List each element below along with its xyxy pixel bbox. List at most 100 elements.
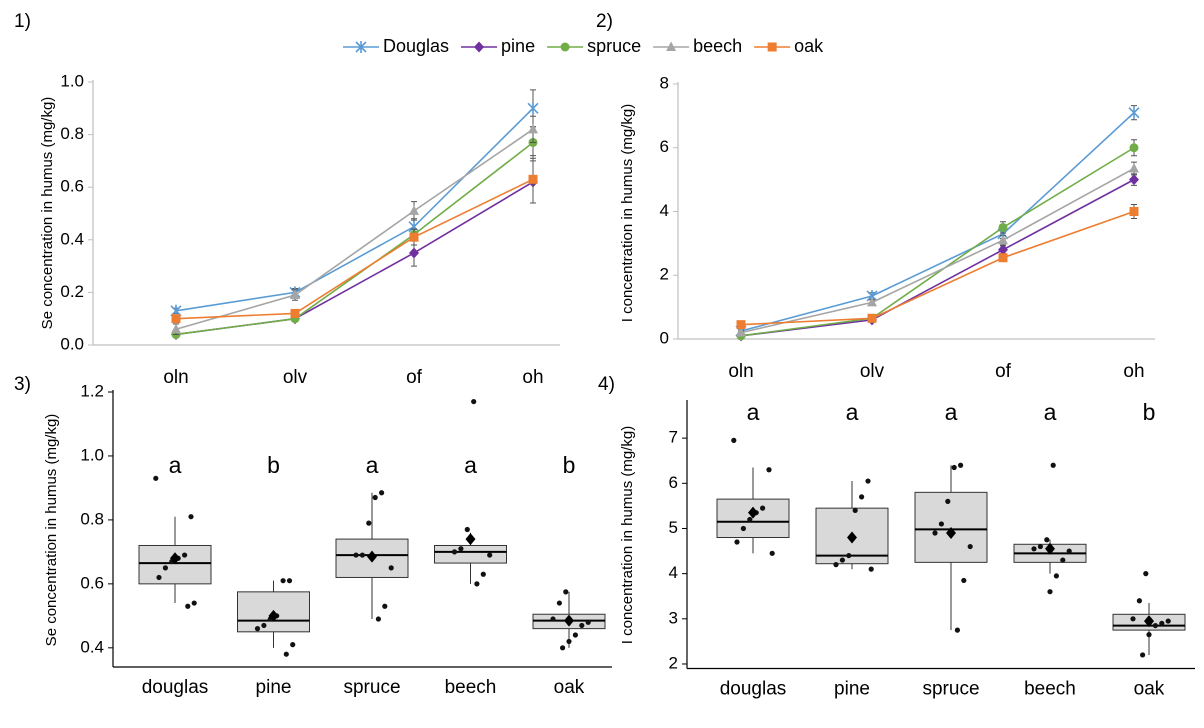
point <box>867 313 877 323</box>
significance-letter: b <box>1143 399 1156 425</box>
point <box>409 247 419 259</box>
data-point <box>1130 616 1136 622</box>
point <box>736 320 746 330</box>
x-tick-label: pine <box>834 679 870 700</box>
point <box>1128 106 1140 119</box>
panel-label: 2) <box>596 11 613 32</box>
data-point <box>740 525 747 532</box>
data-point <box>1066 548 1072 554</box>
point <box>1129 162 1139 173</box>
series-line <box>175 141 534 336</box>
data-point <box>865 478 871 484</box>
panel-label: 1) <box>14 11 31 32</box>
x-tick-label: olv <box>860 361 885 382</box>
data-point <box>1050 462 1056 468</box>
x-tick-label: of <box>406 367 423 388</box>
data-point <box>954 627 961 633</box>
data-point <box>868 566 874 572</box>
data-point <box>760 505 766 511</box>
panel-label: 4) <box>598 374 615 395</box>
data-point <box>1152 622 1158 629</box>
y-tick-label: 2 <box>660 265 669 284</box>
point <box>409 205 419 215</box>
point <box>1129 143 1139 153</box>
data-point <box>388 565 394 571</box>
legend-marker <box>767 42 777 52</box>
series-line <box>740 167 1135 334</box>
y-tick-label: 0.0 <box>60 334 84 353</box>
data-point <box>563 589 569 595</box>
data-point <box>359 552 365 558</box>
point <box>998 244 1008 256</box>
x-tick-label: olv <box>283 367 308 388</box>
series-line <box>740 112 1135 332</box>
box <box>138 544 212 585</box>
y-tick-label: 0.2 <box>60 282 84 301</box>
significance-letter: a <box>1044 399 1057 425</box>
x-tick-label: douglas <box>142 677 209 698</box>
y-axis-title: I concentration in humus (mg/kg) <box>619 104 636 322</box>
x-tick-label: oh <box>1123 361 1144 382</box>
data-point <box>1143 571 1149 577</box>
y-axis-title: I concentration in humus (mg/kg) <box>619 426 636 644</box>
data-point <box>846 552 852 559</box>
y-tick-label: 1.0 <box>60 71 84 90</box>
mean <box>847 531 857 544</box>
series-line <box>740 210 1135 326</box>
y-axis-title: Se concentration in humus (mg/kg) <box>43 414 60 647</box>
data-point <box>945 498 951 504</box>
y-tick-label: 0.8 <box>60 124 84 143</box>
point <box>1129 174 1139 186</box>
data-point <box>458 546 464 552</box>
data-point <box>162 565 168 571</box>
significance-letter: a <box>366 452 379 478</box>
mean <box>367 550 377 563</box>
point <box>867 296 877 307</box>
x-tick-label: oak <box>554 677 585 698</box>
mean <box>268 609 279 622</box>
significance-letter: a <box>945 399 958 425</box>
data-point <box>560 645 566 651</box>
y-tick-label: 3 <box>669 608 678 627</box>
y-axis-title: Se concentration in humus (mg/kg) <box>39 97 56 330</box>
point <box>290 289 300 300</box>
data-point <box>185 603 191 609</box>
data-point <box>474 581 480 587</box>
data-point <box>254 626 261 632</box>
data-point <box>859 494 865 500</box>
data-point <box>1165 618 1171 624</box>
data-point <box>372 494 378 501</box>
data-point <box>188 514 194 520</box>
data-point <box>1044 537 1050 543</box>
data-point <box>938 521 945 527</box>
data-point <box>471 398 477 405</box>
legend-label: oak <box>794 36 824 56</box>
mean <box>465 533 476 546</box>
data-point <box>951 464 957 471</box>
data-point <box>366 520 372 526</box>
box <box>434 544 507 564</box>
data-point <box>375 616 381 622</box>
point <box>409 232 419 242</box>
data-point <box>967 543 973 550</box>
x-tick-label: oak <box>1134 679 1165 700</box>
legend-marker <box>355 41 367 53</box>
data-point <box>961 577 967 584</box>
legend-label: pine <box>501 36 535 56</box>
data-point <box>487 552 493 558</box>
x-tick-label: beech <box>1024 679 1076 700</box>
significance-letter: a <box>747 399 760 425</box>
y-tick-label: 1.2 <box>80 381 104 400</box>
x-tick-label: spruce <box>343 677 400 698</box>
data-point <box>1159 620 1165 626</box>
legend-marker <box>666 41 677 51</box>
y-tick-label: 4 <box>669 563 678 582</box>
y-tick-label: 4 <box>660 201 669 220</box>
data-point <box>280 578 286 584</box>
point <box>998 234 1008 245</box>
data-point <box>958 462 964 468</box>
mean <box>564 614 574 627</box>
x-tick-label: oh <box>522 367 543 388</box>
x-tick-label: douglas <box>720 679 787 700</box>
y-tick-label: 0.6 <box>80 573 104 592</box>
